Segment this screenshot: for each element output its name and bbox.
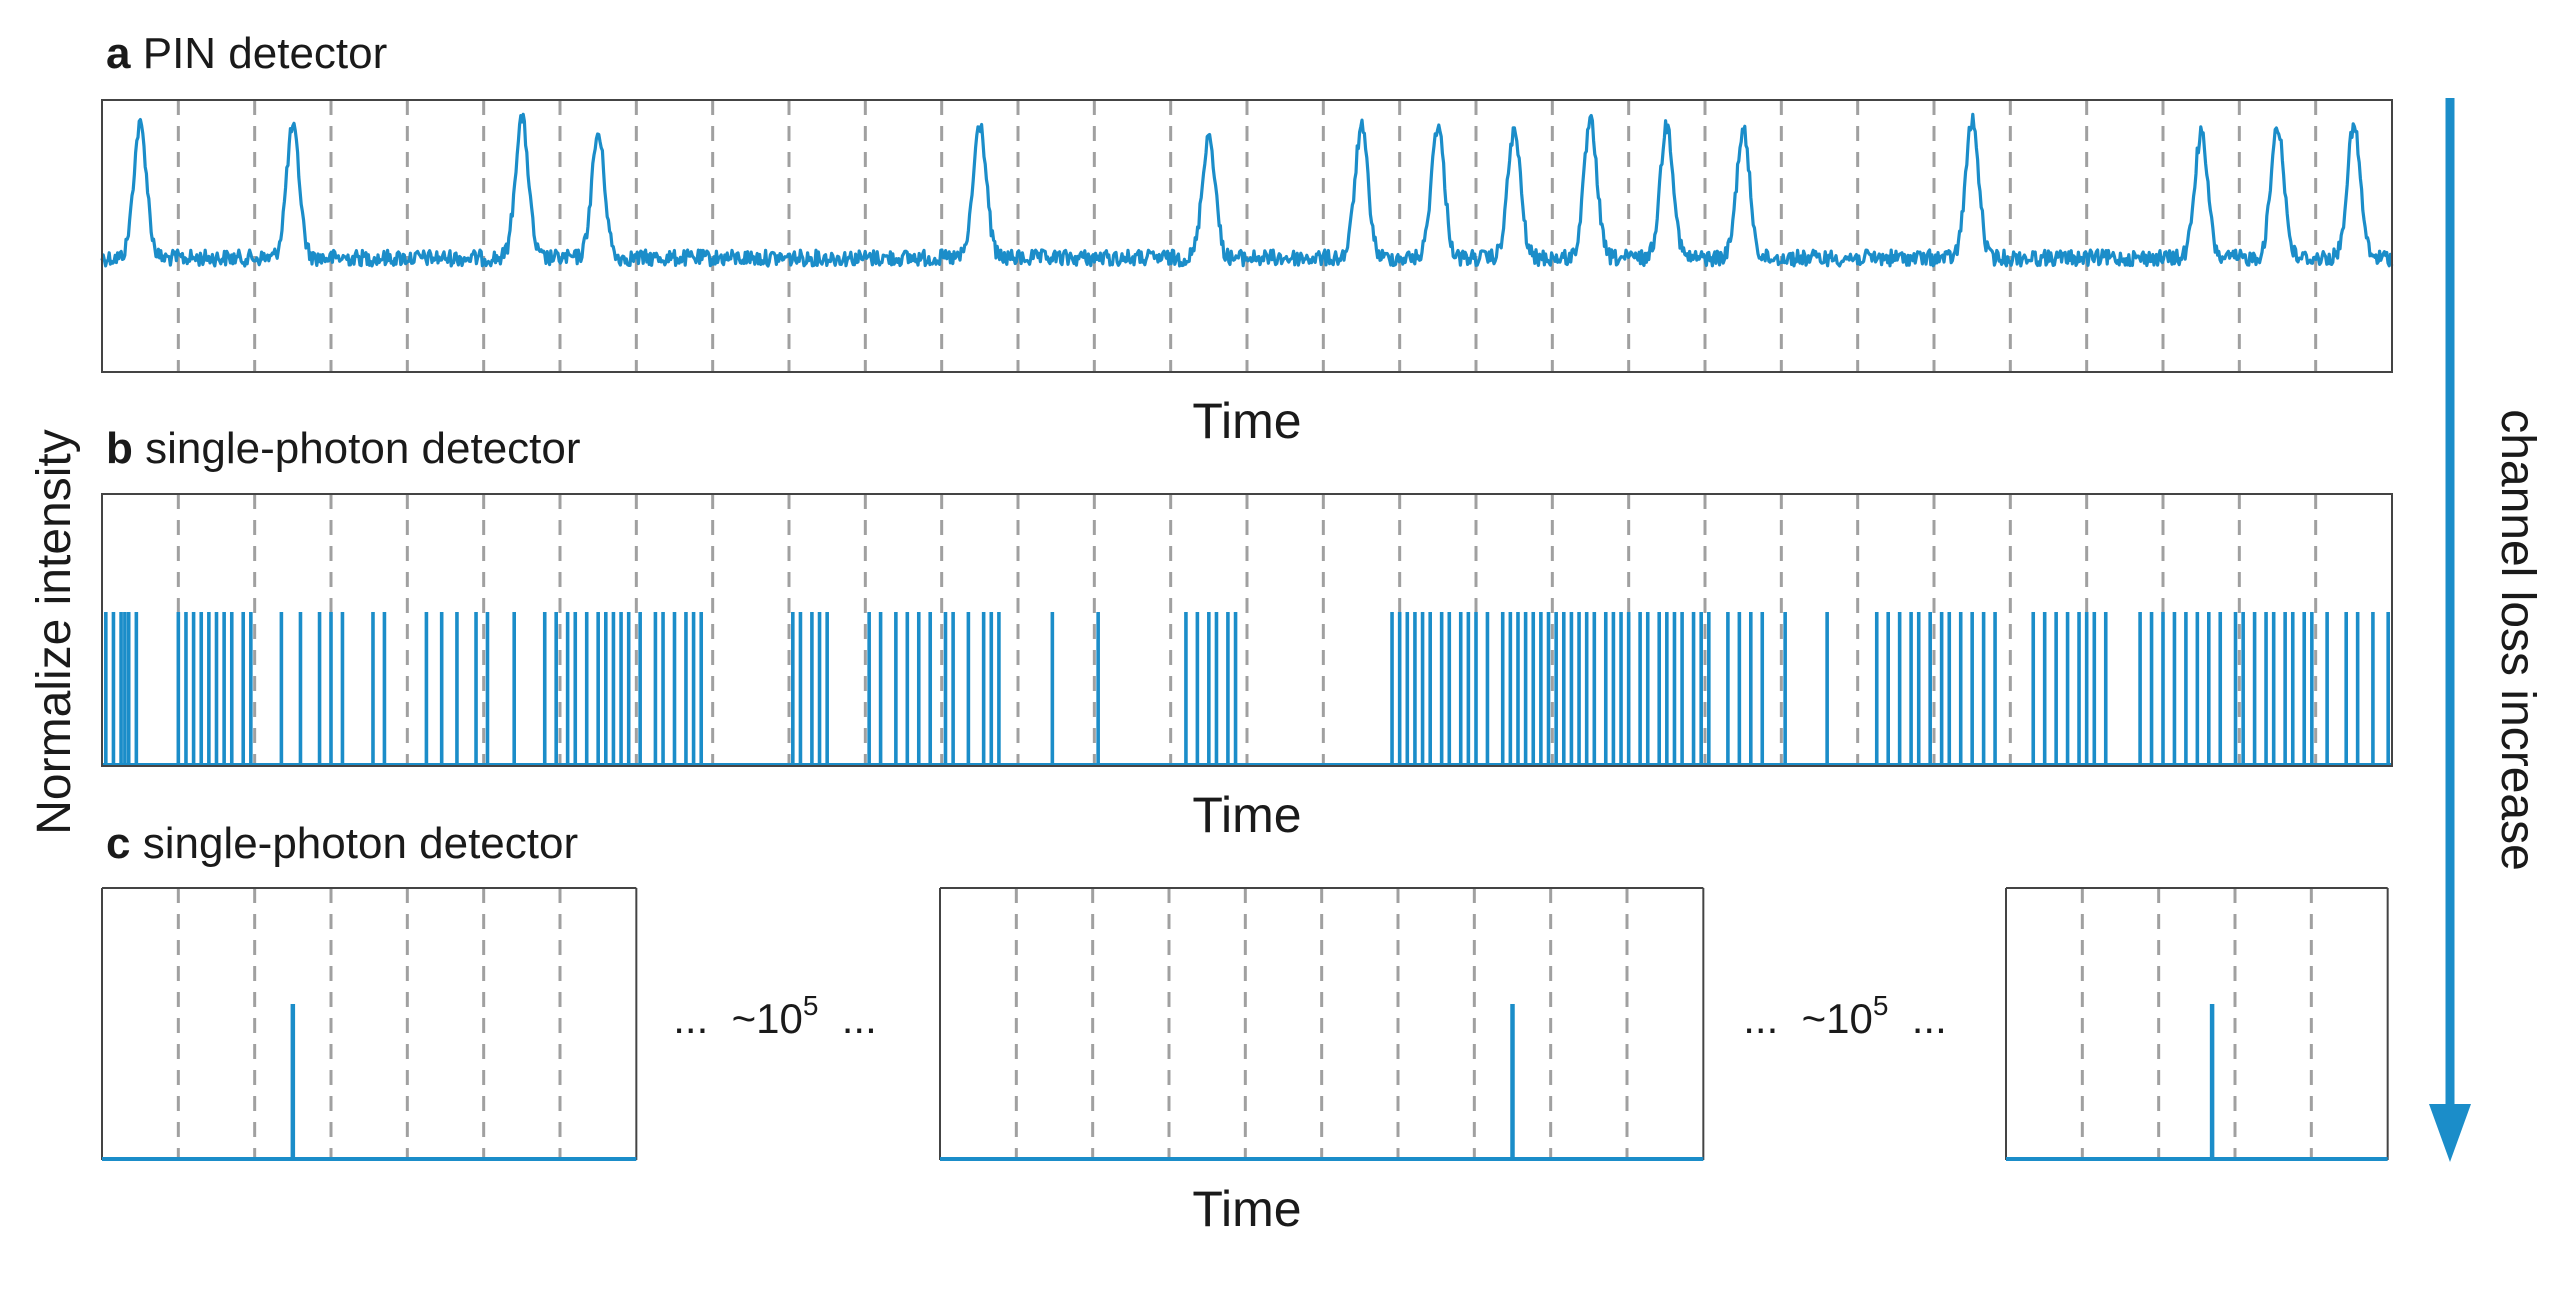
panel-b-frame <box>101 493 2393 767</box>
panel-c-letter: c <box>106 819 130 868</box>
y-axis-label: Normalize intensity <box>28 429 81 834</box>
panel-b-x-axis-label: Time <box>1192 787 1301 843</box>
panel-a-trace <box>100 112 2394 268</box>
panel-c-segment <box>101 887 638 1161</box>
panel-a-x-axis-label: Time <box>1192 393 1301 449</box>
panel-a-grid <box>176 100 2318 372</box>
panel-a-title-text: PIN detector <box>143 29 388 78</box>
gap-label-2: ... ~105 ... <box>1743 990 1947 1042</box>
panel-c-x-axis-label: Time <box>1192 1181 1301 1237</box>
gap-label-1: ... ~105 ... <box>673 990 877 1042</box>
panel-c: c single-photon detector ... ~105 ... ..… <box>101 819 2389 1237</box>
panel-c-title-text: single-photon detector <box>143 819 578 868</box>
panel-b-letter: b <box>106 424 133 473</box>
panel-a: a PIN detector Time <box>100 29 2394 449</box>
panel-a-title: a PIN detector <box>106 29 387 78</box>
panel-a-letter: a <box>106 29 131 78</box>
right-label: channel loss increase <box>2491 409 2544 871</box>
panel-c-segment <box>939 887 1705 1161</box>
panel-c-segment <box>2005 887 2389 1161</box>
panel-b-title-text: single-photon detector <box>145 424 580 473</box>
panel-b: b single-photon detector Time <box>101 424 2393 843</box>
panel-b-title: b single-photon detector <box>106 424 581 473</box>
arrow-head-icon <box>2429 1104 2471 1162</box>
panel-b-pulses <box>104 612 2390 765</box>
channel-loss-arrow: channel loss increase <box>2429 98 2544 1162</box>
panel-a-frame <box>101 99 2393 373</box>
panel-c-title: c single-photon detector <box>106 819 578 868</box>
panel-c-segments <box>101 887 2389 1161</box>
